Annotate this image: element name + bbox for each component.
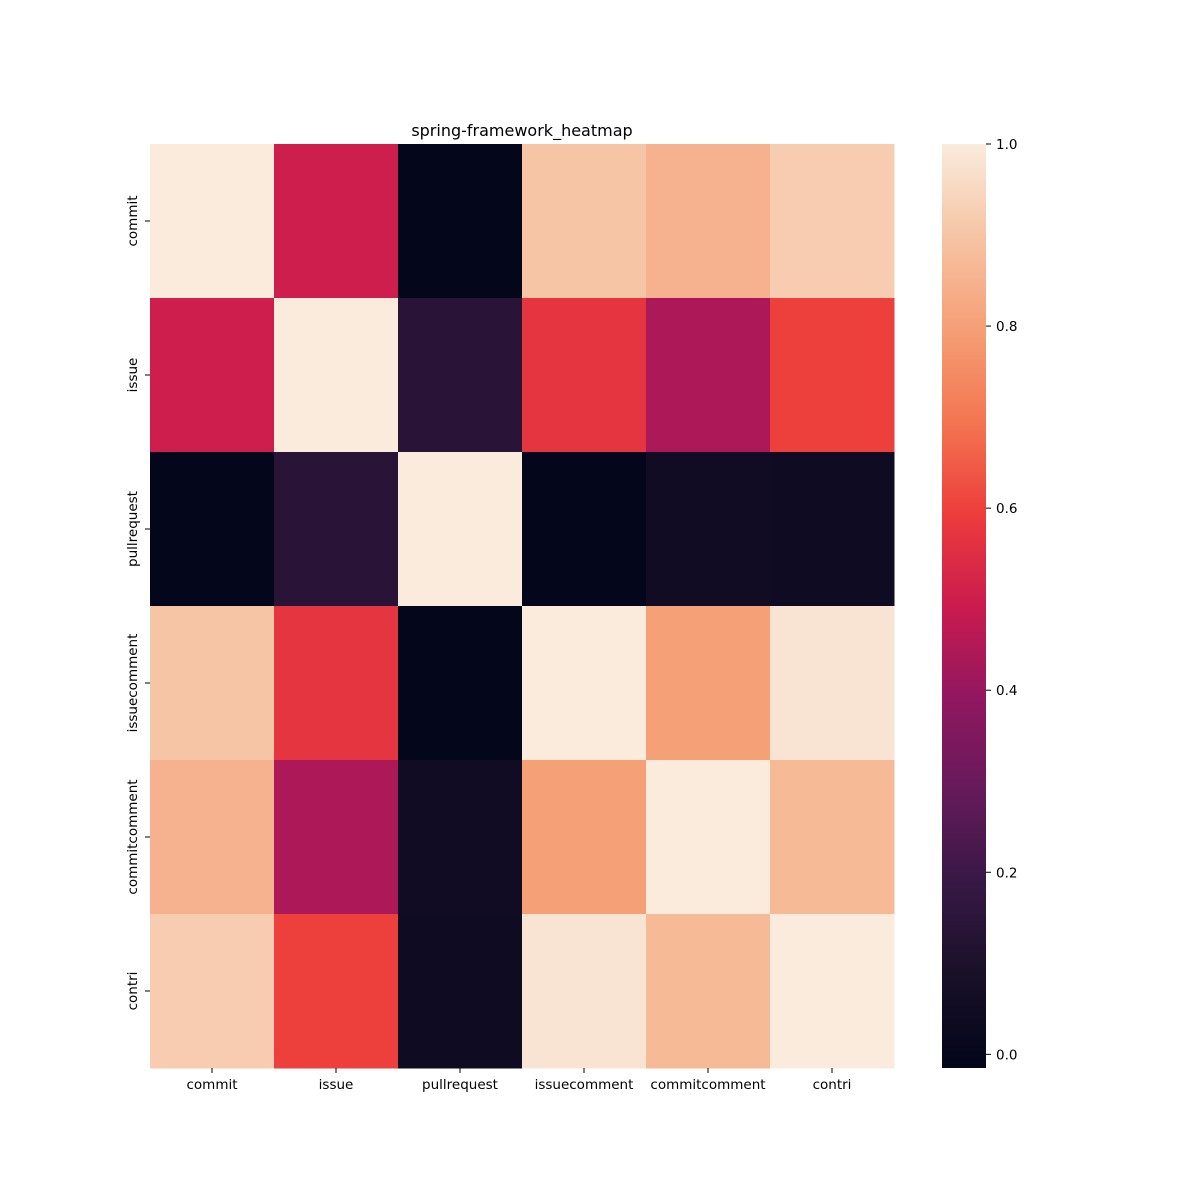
colorbar-tick-label: 0.2 xyxy=(996,865,1017,881)
x-tick-label: pullrequest xyxy=(422,1077,498,1093)
heatmap-cell xyxy=(646,760,771,915)
colorbar-gradient xyxy=(942,144,986,1068)
heatmap-cell xyxy=(398,760,523,915)
heatmap-cell xyxy=(770,606,895,761)
heatmap-cell xyxy=(150,452,275,607)
chart-title: spring-framework_heatmap xyxy=(411,121,632,141)
heatmap-cell xyxy=(770,914,895,1069)
x-tick-label: commit xyxy=(186,1077,237,1093)
colorbar-tick-label: 0.8 xyxy=(996,319,1017,335)
heatmap-cell xyxy=(522,144,647,299)
heatmap-cell xyxy=(398,914,523,1069)
x-tick-label: contri xyxy=(813,1077,852,1093)
heatmap-cell xyxy=(274,298,399,453)
heatmap-cell xyxy=(274,452,399,607)
heatmap-cell xyxy=(522,914,647,1069)
colorbar-tick-label: 0.4 xyxy=(996,683,1017,699)
x-axis: commit issue pullrequest issuecomment commit… xyxy=(186,1068,851,1093)
heatmap-cell xyxy=(522,606,647,761)
heatmap-cell xyxy=(646,606,771,761)
y-tick-label: commit xyxy=(125,195,141,246)
y-tick-label: contri xyxy=(125,972,141,1011)
heatmap-cell xyxy=(770,452,895,607)
heatmap-cells xyxy=(150,144,895,1069)
heatmap-cell xyxy=(274,144,399,299)
heatmap-cell xyxy=(398,144,523,299)
heatmap-cell xyxy=(398,298,523,453)
y-tick-label: issuecomment xyxy=(125,634,141,733)
colorbar-tick-label: 0.6 xyxy=(996,501,1017,517)
y-tick-label: commitcomment xyxy=(125,779,141,894)
y-tick-label: pullrequest xyxy=(125,491,141,567)
heatmap-cell xyxy=(646,298,771,453)
heatmap-cell xyxy=(770,144,895,299)
colorbar: 0.0 0.2 0.4 0.6 0.8 1.0 xyxy=(942,137,1017,1068)
x-tick-label: issue xyxy=(319,1077,354,1093)
heatmap-cell xyxy=(150,144,275,299)
x-tick-label: commitcomment xyxy=(650,1077,765,1093)
colorbar-tick-label: 0.0 xyxy=(996,1047,1017,1063)
heatmap-cell xyxy=(274,760,399,915)
heatmap-cell xyxy=(646,452,771,607)
heatmap-cell xyxy=(150,298,275,453)
heatmap-cell xyxy=(522,298,647,453)
heatmap-cell xyxy=(398,452,523,607)
heatmap-cell xyxy=(770,298,895,453)
heatmap-cell xyxy=(398,606,523,761)
heatmap-cell xyxy=(646,914,771,1069)
heatmap-cell xyxy=(646,144,771,299)
colorbar-tick-label: 1.0 xyxy=(996,137,1017,153)
x-tick-label: issuecomment xyxy=(535,1077,634,1093)
heatmap-cell xyxy=(522,452,647,607)
y-tick-label: issue xyxy=(125,358,141,393)
heatmap-cell xyxy=(150,914,275,1069)
heatmap-cell xyxy=(770,760,895,915)
y-axis: commit issue pullrequest issuecomment commit… xyxy=(125,195,150,1010)
heatmap-cell xyxy=(274,606,399,761)
heatmap-cell xyxy=(274,914,399,1069)
heatmap-cell xyxy=(522,760,647,915)
heatmap-cell xyxy=(150,606,275,761)
heatmap-cell xyxy=(150,760,275,915)
